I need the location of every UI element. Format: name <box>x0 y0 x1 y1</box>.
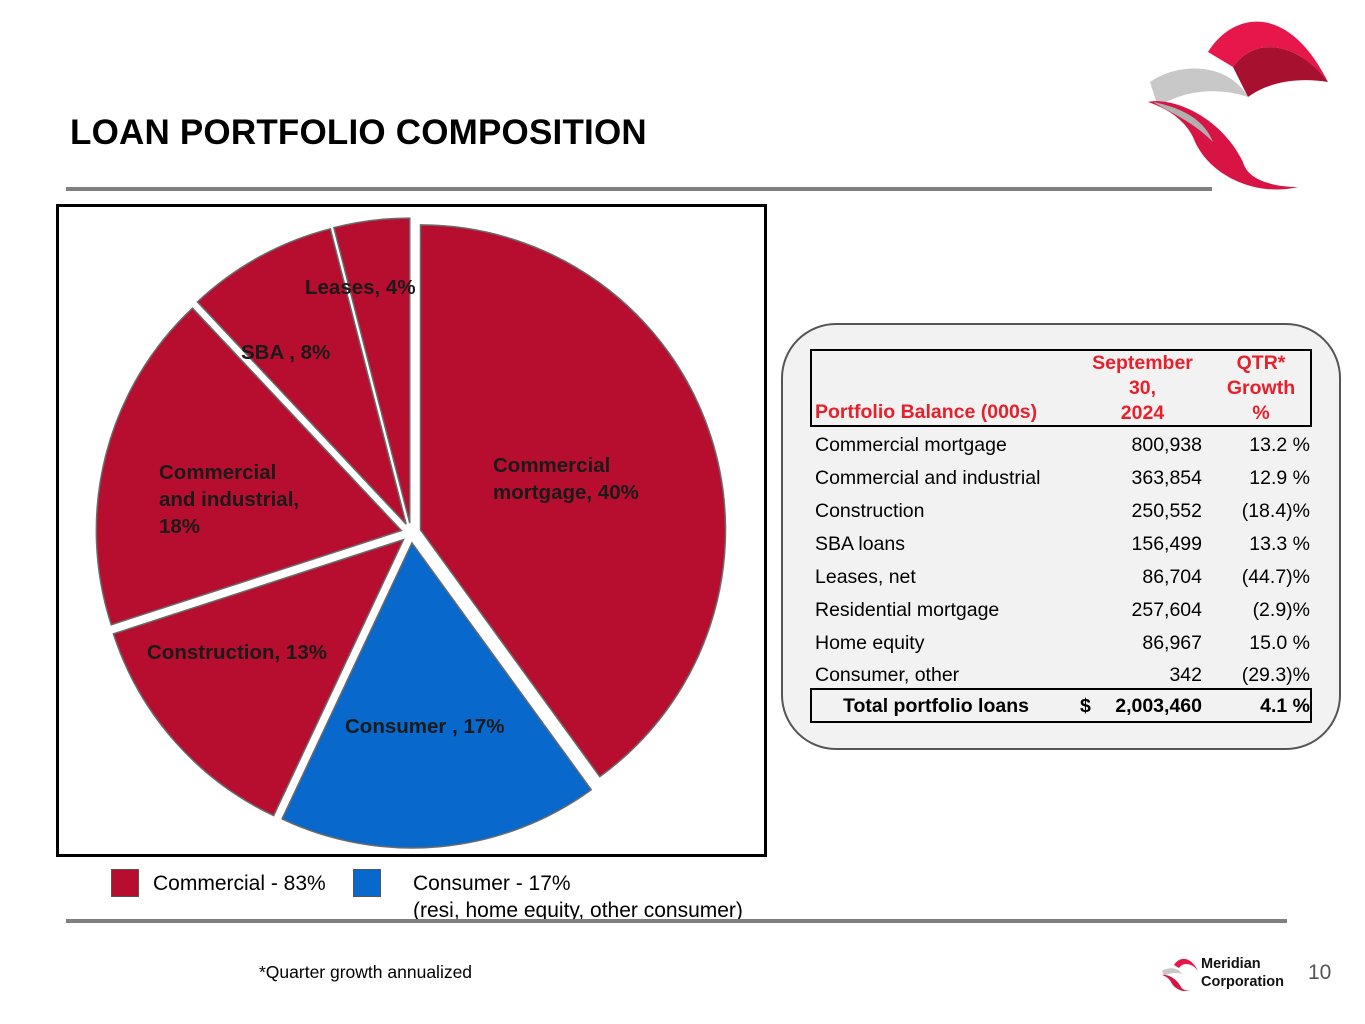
row-name: Leases, net <box>815 566 916 588</box>
meridian-ribbon-logo-icon <box>1162 958 1198 991</box>
pie-slice-label: Construction, 13% <box>147 641 327 664</box>
pie-chart-frame: Commercial mortgage, 40% Consumer , 17% Con… <box>56 204 767 857</box>
pie-slice <box>112 538 405 817</box>
row-balance: 363,854 <box>1131 467 1203 489</box>
row-balance: 86,967 <box>1142 632 1202 654</box>
row-growth: (2.9)% <box>1252 599 1310 621</box>
total-row-box <box>810 688 1312 723</box>
table-row: Home equity 86,967 15.0 % <box>815 627 1310 660</box>
pie-slice-label: Commercial mortgage, 40% <box>493 454 639 504</box>
table-row: SBA loans 156,499 13.3 % <box>815 528 1310 561</box>
footnote: *Quarter growth annualized <box>259 962 473 982</box>
pie-slice-label: Commercial and industrial, 18% <box>159 461 299 538</box>
table-header-box <box>810 349 1312 427</box>
legend-commercial-swatch <box>111 869 139 897</box>
row-balance: 156,499 <box>1131 533 1203 555</box>
row-name: Consumer, other <box>815 664 960 686</box>
total-balance: 2,003,460 <box>1115 695 1202 717</box>
top-divider <box>66 187 1212 191</box>
header-date: September 30, 2024 <box>1092 352 1193 424</box>
header-portfolio-balance: Portfolio Balance (000s) <box>815 401 1038 423</box>
row-balance: 257,604 <box>1131 599 1203 621</box>
row-balance: 250,552 <box>1131 500 1203 522</box>
pie-slice <box>281 541 593 849</box>
row-balance: 86,704 <box>1142 566 1202 588</box>
table-row: Residential mortgage 257,604 (2.9)% <box>815 594 1310 627</box>
row-name: Commercial mortgage <box>815 434 1007 456</box>
row-name: Residential mortgage <box>815 599 1000 621</box>
row-growth: 15.0 % <box>1249 632 1310 654</box>
row-name: Commercial and industrial <box>815 467 1041 489</box>
row-name: SBA loans <box>815 533 905 555</box>
total-row: Total portfolio loans $ 2,003,460 4.1 % <box>815 690 1310 723</box>
brand-name-line2: Corporation <box>1201 974 1284 990</box>
legend-commercial-label: Commercial - 83% <box>153 872 326 895</box>
total-currency: $ <box>1080 695 1091 717</box>
pie-slice-label: Consumer , 17% <box>345 715 505 738</box>
row-balance: 342 <box>1169 664 1202 686</box>
table-row: Commercial and industrial 363,854 12.9 % <box>815 462 1310 495</box>
page-title: LOAN PORTFOLIO COMPOSITION <box>70 113 647 152</box>
meridian-ribbon-logo-icon <box>1148 21 1328 190</box>
legend-consumer-swatch <box>353 869 381 897</box>
total-name: Total portfolio loans <box>843 695 1029 717</box>
row-name: Home equity <box>815 632 925 654</box>
row-growth: 13.2 % <box>1249 434 1310 456</box>
pie-slice <box>332 217 411 524</box>
table-row: Construction 250,552 (18.4)% <box>815 495 1310 528</box>
brand-name: Meridian Corporation <box>1201 955 1284 991</box>
bottom-divider <box>66 919 1287 923</box>
portfolio-table-panel <box>781 323 1341 750</box>
row-growth: (29.3)% <box>1241 664 1310 686</box>
total-growth: 4.1 % <box>1260 695 1310 717</box>
pie-slice-label: SBA , 8% <box>241 341 330 364</box>
pie-slice <box>196 227 407 525</box>
pie-slice-label: Leases, 4% <box>305 276 416 299</box>
row-growth: 12.9 % <box>1249 467 1310 489</box>
row-growth: (18.4)% <box>1241 500 1310 522</box>
row-growth: 13.3 % <box>1249 533 1310 555</box>
table-row: Commercial mortgage 800,938 13.2 % <box>815 429 1310 462</box>
page-number: 10 <box>1308 961 1332 984</box>
row-growth: (44.7)% <box>1241 566 1310 588</box>
pie-slice <box>419 224 727 778</box>
table-row: Consumer, other 342 (29.3)% <box>815 659 1310 692</box>
row-balance: 800,938 <box>1131 434 1203 456</box>
legend-consumer-sublabel: (resi, home equity, other consumer) <box>413 899 743 922</box>
header-growth: QTR* Growth % <box>1226 352 1296 424</box>
pie-slice <box>95 307 403 626</box>
brand-name-line1: Meridian <box>1201 956 1261 972</box>
row-name: Construction <box>815 500 925 522</box>
table-row: Leases, net 86,704 (44.7)% <box>815 561 1310 594</box>
legend-consumer-label: Consumer - 17% <box>413 872 571 895</box>
pie-chart: Commercial mortgage, 40% Consumer , 17% Con… <box>95 217 727 849</box>
